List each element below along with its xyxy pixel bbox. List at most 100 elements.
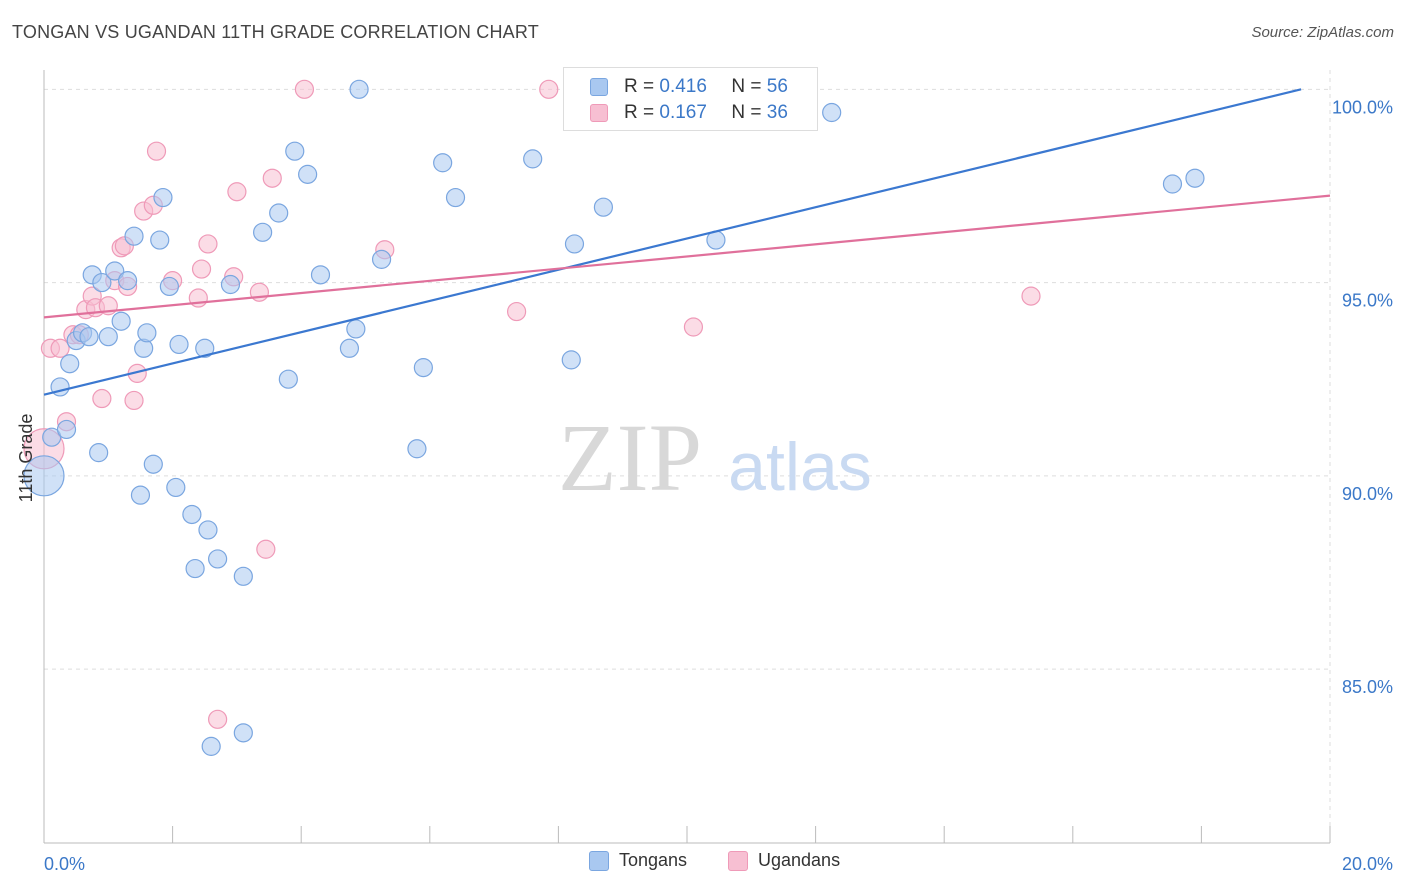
points-layer [23,79,1205,756]
tongans-point [60,354,80,374]
tongans-point [137,323,157,343]
tongans-point [153,187,173,208]
tongans-swatch [590,78,608,96]
tongans-point [185,558,205,579]
watermark-atlas: atlas [728,429,872,505]
ugandans-swatch [590,104,608,122]
tongans-point [220,274,241,295]
watermark-zip: ZIP [558,404,702,511]
tongans-point [111,311,131,331]
legend-box: R = 0.416 N = 56 R = 0.167 N = 36 [563,67,818,131]
ugandans-point [294,79,315,99]
tongans-point [182,504,202,525]
legend-r-label: R = [624,102,655,123]
tongans-point [1162,174,1183,194]
chart-title: TONGAN VS UGANDAN 11TH GRADE CORRELATION… [12,22,539,42]
tongans-point [278,369,298,389]
ugandans-point [50,338,70,358]
ugandans-point [227,182,247,202]
y-tick-label: 95.0% [1342,291,1393,311]
legend-n-label: N = [731,102,762,123]
ugandans-point [146,141,167,161]
ugandans-n-value: 36 [766,102,788,123]
tongans-r-value: 0.416 [659,76,707,97]
ugandans-r-value: 0.167 [659,102,707,123]
tongans-point [233,566,253,586]
tongans-point [371,249,392,269]
ugandans-point [539,79,559,99]
tongans-point [201,736,221,756]
legend-r-label: R = [624,76,655,97]
tongans-point [285,141,305,161]
ugandans-point [124,390,144,411]
tongans-point [564,234,585,254]
labels-layer: 85.0% 90.0% 95.0% 100.0% 0.0% 20.0% 11th Grade [16,97,1393,874]
tongans-point [349,79,369,99]
tongans-point [561,350,581,370]
tongans-point [89,443,109,463]
tongans-point [124,226,144,246]
tongans-point [269,203,289,223]
tongans-point [166,477,186,498]
ugandans-point [262,168,282,188]
ugandans-point [256,539,276,559]
tongans-point [1185,168,1205,188]
tongans-point [79,327,99,347]
tongans-point [23,455,65,497]
tongans-point [822,102,842,123]
tongans-point [159,276,179,297]
y-tick-label: 90.0% [1342,484,1393,504]
source-label: Source: ZipAtlas.com [1251,24,1394,41]
tongans-point [445,187,466,208]
tongans-point [105,261,125,281]
ugandans-point [683,317,704,337]
tongans-point [98,327,118,347]
tongans-point [413,358,433,378]
tongans-legend-swatch [589,850,609,871]
ugandans-point [198,234,218,254]
tongans-point [150,230,170,250]
tongans-point [195,338,215,358]
tongans-point [593,197,614,217]
ugandans-trend-line [43,194,1331,319]
ugandans-legend-swatch [728,850,748,871]
legend-row-ugandans: R = 0.167 N = 36 [590,101,788,125]
bottom-legend-ugandans: Ugandans [728,850,840,871]
tongans-point [208,549,228,569]
tongans-trend-line [43,88,1302,396]
legend-row-tongans: R = 0.416 N = 56 [590,75,788,99]
tongans-legend-label: Tongans [619,850,688,870]
tongans-point [346,319,366,339]
y-tick-label: 85.0% [1342,677,1393,697]
tongans-point [298,164,318,184]
tongans-point [130,485,151,505]
tongans-point [143,454,163,474]
tongans-n-value: 56 [766,76,788,97]
tongans-point [433,153,453,173]
x-tick-label-max: 20.0% [1342,854,1393,874]
y-tick-label: 100.0% [1332,97,1393,117]
ugandans-point [208,709,228,729]
tongans-point [169,334,189,355]
y-axis-label: 11th Grade [16,414,36,503]
ugandans-point [191,259,212,279]
ugandans-point [507,301,527,322]
tongans-point [134,338,154,358]
legend-n-label: N = [731,76,762,97]
ugandans-legend-label: Ugandans [758,850,841,870]
bottom-legend-tongans: Tongans [589,850,687,871]
ugandans-point [1021,286,1041,306]
tongans-point [92,272,112,293]
tongans-point [310,265,331,285]
x-tick-label-min: 0.0% [44,854,85,874]
tongans-point [42,427,62,447]
tongans-point [523,149,543,169]
tongans-point [56,419,77,440]
tongans-point [407,439,427,459]
tongans-point [339,338,360,358]
tongans-point [233,723,253,743]
ugandans-point [92,388,112,409]
tongans-point [117,271,138,291]
tongans-point [253,222,273,242]
